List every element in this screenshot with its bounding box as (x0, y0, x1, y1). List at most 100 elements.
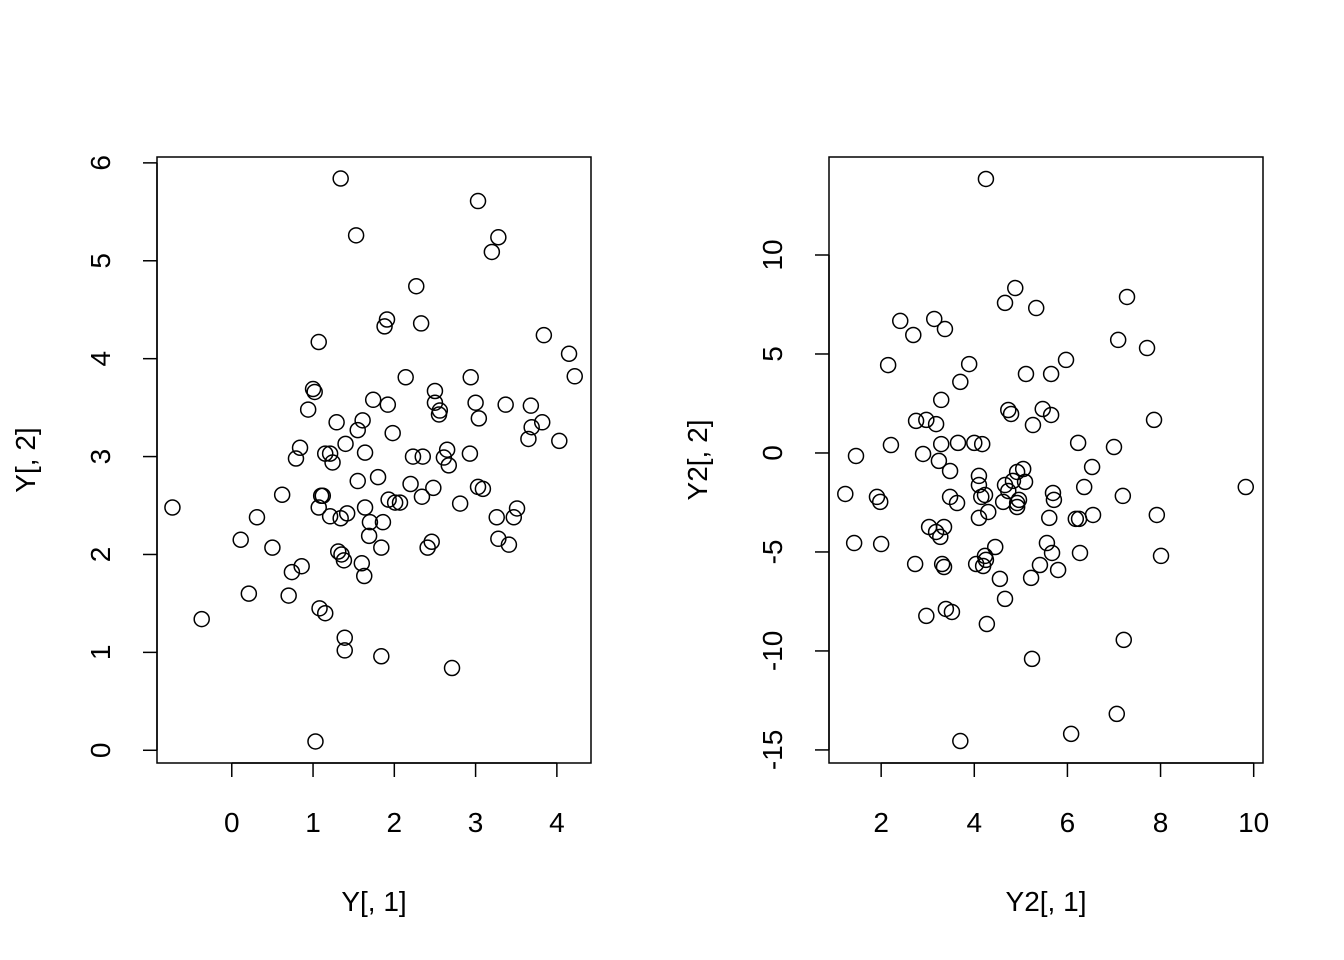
point (193, 610, 210, 628)
point (960, 355, 978, 373)
point (347, 227, 365, 244)
point (952, 732, 969, 750)
y-tick-label: -10 (757, 631, 788, 671)
y-tick-label: 0 (757, 445, 788, 461)
y-tick-label: 1 (85, 645, 116, 661)
point (1071, 544, 1089, 562)
point (264, 539, 281, 556)
point (978, 615, 996, 633)
point (1031, 556, 1049, 574)
point (413, 488, 431, 505)
x-tick-label: 2 (873, 807, 889, 838)
point (976, 486, 994, 504)
point (1114, 487, 1132, 505)
point (386, 494, 404, 511)
point (337, 435, 354, 453)
point (1084, 506, 1102, 524)
point (467, 394, 484, 411)
point (488, 509, 505, 526)
point (551, 432, 568, 450)
x-tick-label: 4 (966, 807, 982, 838)
point (1115, 631, 1133, 649)
point (520, 430, 537, 448)
point (1041, 509, 1058, 527)
point (321, 445, 339, 462)
point (1024, 416, 1042, 434)
point (349, 472, 366, 490)
point (905, 326, 922, 344)
point (304, 380, 322, 398)
point (871, 493, 889, 511)
point (933, 555, 951, 573)
point (927, 415, 945, 433)
point (1023, 650, 1041, 668)
y-tick-label: 4 (85, 351, 116, 367)
point (336, 642, 353, 659)
x-tick-label: 2 (387, 807, 403, 838)
y-tick-label: 6 (85, 155, 116, 171)
point (932, 528, 949, 546)
point (925, 310, 943, 328)
point (891, 312, 909, 330)
x-axis-title: Y[, 1] (341, 886, 406, 917)
point (1148, 506, 1166, 524)
point (248, 509, 266, 526)
point (973, 435, 991, 453)
point (356, 444, 374, 461)
point (1057, 351, 1075, 369)
point (949, 434, 967, 452)
point (533, 414, 551, 431)
point (361, 513, 379, 531)
point (1014, 460, 1032, 478)
y-axis-title: Y2[, 2] (682, 420, 713, 501)
point (397, 369, 414, 386)
point (1108, 705, 1126, 723)
point (1145, 411, 1163, 429)
point (1105, 438, 1123, 456)
point (1008, 463, 1026, 481)
point (1017, 365, 1035, 383)
point (164, 499, 181, 516)
point (240, 585, 258, 602)
y-tick-label: -5 (757, 540, 788, 565)
y-tick-label: 3 (85, 449, 116, 465)
point (906, 555, 924, 573)
point (966, 434, 983, 452)
point (369, 468, 387, 486)
y-tick-label: 5 (85, 253, 116, 269)
point (935, 558, 953, 576)
point (404, 448, 422, 465)
point (937, 600, 955, 618)
point (977, 170, 995, 188)
point (941, 462, 959, 480)
x-tick-label: 4 (549, 807, 565, 838)
point (560, 345, 578, 363)
point (1027, 299, 1045, 317)
point (356, 499, 374, 516)
y-tick-label: 10 (757, 239, 788, 270)
point (1034, 400, 1051, 418)
point (384, 424, 401, 442)
point (497, 396, 514, 413)
point (1000, 401, 1017, 419)
point (523, 418, 540, 436)
point (1070, 510, 1088, 528)
point (373, 539, 390, 556)
x-tick-label: 8 (1153, 807, 1169, 838)
point (970, 509, 988, 527)
point (522, 397, 540, 414)
point (283, 563, 301, 581)
point (952, 373, 969, 391)
point (1042, 406, 1060, 424)
point (1008, 494, 1026, 512)
point (936, 320, 954, 338)
point (324, 454, 341, 471)
point (1002, 405, 1020, 423)
point (986, 538, 1004, 556)
point (914, 445, 932, 463)
point (310, 499, 327, 516)
point (970, 476, 988, 494)
point (316, 604, 334, 622)
point (980, 503, 997, 521)
point (376, 318, 393, 335)
